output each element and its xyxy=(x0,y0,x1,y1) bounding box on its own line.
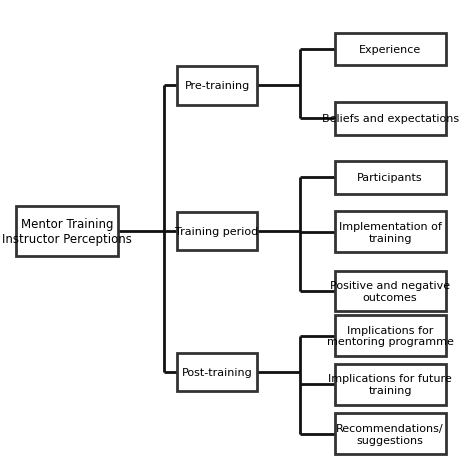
FancyBboxPatch shape xyxy=(335,162,446,194)
Text: Implications for future
training: Implications for future training xyxy=(328,374,452,395)
Text: Pre-training: Pre-training xyxy=(185,81,250,91)
Text: Recommendations/
suggestions: Recommendations/ suggestions xyxy=(336,423,444,444)
FancyBboxPatch shape xyxy=(335,413,446,454)
FancyBboxPatch shape xyxy=(177,353,258,391)
FancyBboxPatch shape xyxy=(16,206,118,257)
FancyBboxPatch shape xyxy=(335,103,446,135)
FancyBboxPatch shape xyxy=(335,212,446,253)
Text: Participants: Participants xyxy=(357,173,423,183)
FancyBboxPatch shape xyxy=(335,364,446,405)
FancyBboxPatch shape xyxy=(177,67,258,106)
Text: Training period: Training period xyxy=(175,226,259,237)
FancyBboxPatch shape xyxy=(177,212,258,251)
Text: Experience: Experience xyxy=(359,45,421,55)
Text: Mentor Training
Instructor Perceptions: Mentor Training Instructor Perceptions xyxy=(2,218,132,245)
Text: Post-training: Post-training xyxy=(182,367,252,377)
Text: Positive and negative
outcomes: Positive and negative outcomes xyxy=(330,281,450,302)
Text: Implementation of
training: Implementation of training xyxy=(339,222,442,243)
FancyBboxPatch shape xyxy=(335,271,446,312)
Text: Implications for
mentoring programme: Implications for mentoring programme xyxy=(327,325,454,347)
FancyBboxPatch shape xyxy=(335,315,446,357)
Text: Beliefs and expectations: Beliefs and expectations xyxy=(322,114,459,124)
FancyBboxPatch shape xyxy=(335,34,446,66)
